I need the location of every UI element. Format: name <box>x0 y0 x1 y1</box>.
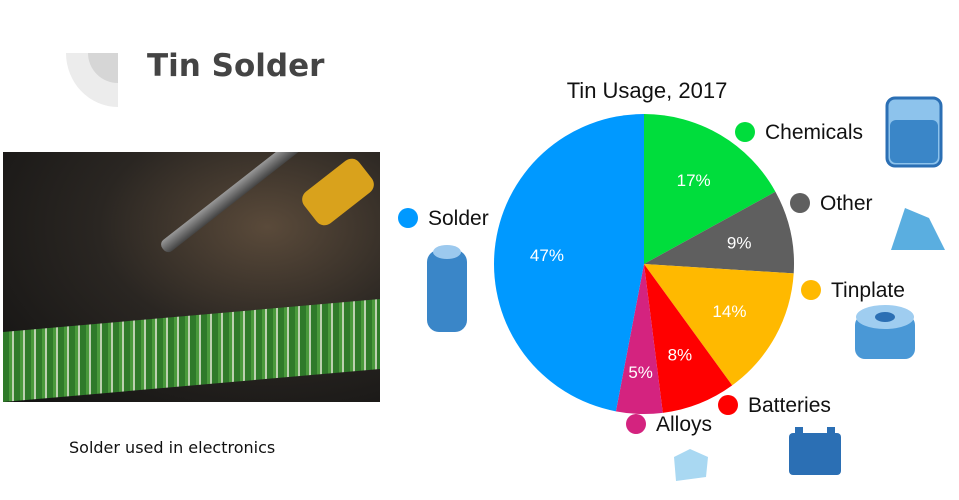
pie-slice-other <box>644 191 794 274</box>
legend-label: Tinplate <box>831 279 905 302</box>
battery-icon <box>789 427 841 475</box>
legend-label: Batteries <box>748 394 831 417</box>
pie-slice-batteries <box>644 264 733 413</box>
slice-label: 5% <box>628 363 653 382</box>
slice-label: 17% <box>677 171 711 190</box>
legend-marker <box>735 122 755 142</box>
legend-label: Chemicals <box>765 121 863 144</box>
photo-caption: Solder used in electronics <box>69 438 276 457</box>
pie-slice-alloys <box>615 264 663 414</box>
legend-label: Other <box>820 192 873 215</box>
slice-label: 8% <box>668 346 693 365</box>
slice-label: 47% <box>530 246 564 265</box>
pie-slice-chemicals <box>644 114 776 264</box>
legend-marker <box>790 193 810 213</box>
legend-marker <box>718 395 738 415</box>
block-icon <box>891 208 945 250</box>
legend-label: Alloys <box>656 413 712 436</box>
legend-label: Solder <box>428 207 489 230</box>
legend-marker <box>626 414 646 434</box>
chart-title: Tin Usage, 2017 <box>567 78 728 103</box>
pie-slice-tinplate <box>644 264 794 386</box>
spool-icon <box>427 245 467 332</box>
pie-slice-solder <box>494 114 644 412</box>
legend-marker <box>398 208 418 228</box>
slide-title: Tin Solder <box>147 48 325 84</box>
soldering-photo <box>3 152 380 402</box>
slice-label: 9% <box>727 234 752 253</box>
legend-marker <box>801 280 821 300</box>
slice-label: 14% <box>712 302 746 321</box>
ring-icon <box>855 305 915 359</box>
beaker-icon <box>885 96 943 168</box>
cube-icon <box>674 449 708 481</box>
